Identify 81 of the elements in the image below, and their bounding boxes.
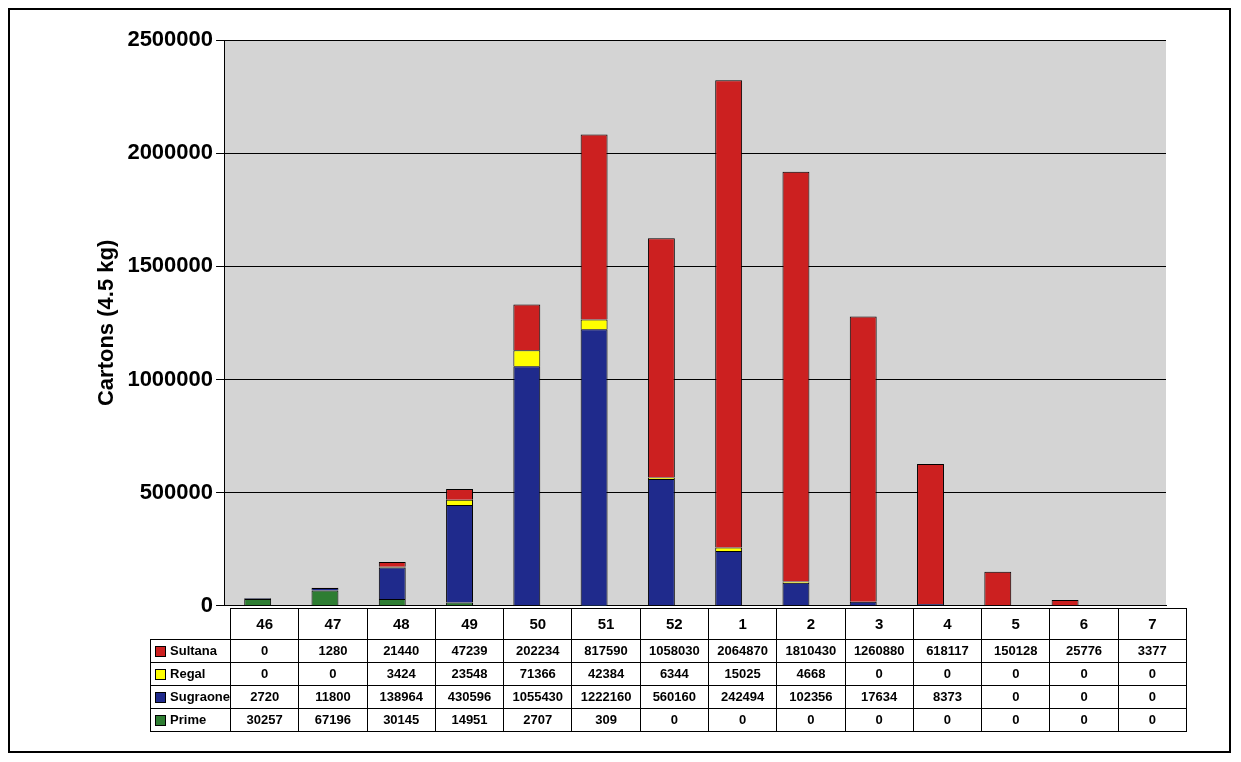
y-tick-label: 0 bbox=[200, 591, 214, 617]
data-label: 30145 bbox=[367, 708, 436, 732]
data-label: 618117 bbox=[913, 639, 982, 663]
data-label: 0 bbox=[845, 708, 914, 732]
data-label: 309 bbox=[571, 708, 641, 732]
x-tick-label: 5 bbox=[981, 608, 1050, 640]
data-label: 0 bbox=[1118, 662, 1187, 686]
data-label: 138964 bbox=[367, 685, 436, 709]
x-tick-label: 1 bbox=[708, 608, 777, 640]
data-label: 15025 bbox=[708, 662, 777, 686]
x-tick-label: 4 bbox=[913, 608, 982, 640]
legend-label: Sugraone bbox=[150, 685, 231, 709]
data-label: 102356 bbox=[776, 685, 846, 709]
data-label: 0 bbox=[913, 708, 982, 732]
x-tick-label: 48 bbox=[367, 608, 436, 640]
data-label: 0 bbox=[1049, 685, 1119, 709]
y-tick-label: 2000000 bbox=[127, 139, 214, 165]
data-label: 25776 bbox=[1049, 639, 1119, 663]
y-tick-label: 500000 bbox=[139, 478, 214, 504]
x-tick-label: 3 bbox=[845, 608, 914, 640]
data-label: 0 bbox=[981, 708, 1050, 732]
data-label: 1222160 bbox=[571, 685, 641, 709]
data-label: 1058030 bbox=[640, 639, 709, 663]
data-label: 0 bbox=[230, 662, 299, 686]
data-label: 202234 bbox=[503, 639, 572, 663]
data-label: 47239 bbox=[435, 639, 504, 663]
data-label: 14951 bbox=[435, 708, 504, 732]
data-label: 150128 bbox=[981, 639, 1050, 663]
data-label: 6344 bbox=[640, 662, 709, 686]
x-tick-label: 49 bbox=[435, 608, 504, 640]
data-label: 0 bbox=[845, 662, 914, 686]
data-label: 0 bbox=[981, 662, 1050, 686]
data-label: 0 bbox=[640, 708, 709, 732]
data-label: 242494 bbox=[708, 685, 777, 709]
data-label: 2720 bbox=[230, 685, 299, 709]
data-label: 17634 bbox=[845, 685, 914, 709]
data-label: 21440 bbox=[367, 639, 436, 663]
data-label: 23548 bbox=[435, 662, 504, 686]
data-label: 42384 bbox=[571, 662, 641, 686]
data-label: 430596 bbox=[435, 685, 504, 709]
data-label: 71366 bbox=[503, 662, 572, 686]
x-tick-label: 47 bbox=[298, 608, 368, 640]
x-tick-label: 50 bbox=[503, 608, 572, 640]
data-label: 0 bbox=[298, 662, 368, 686]
x-tick-label: 6 bbox=[1049, 608, 1119, 640]
data-label: 560160 bbox=[640, 685, 709, 709]
data-label: 0 bbox=[230, 639, 299, 663]
data-label: 0 bbox=[1118, 708, 1187, 732]
x-tick-label: 52 bbox=[640, 608, 709, 640]
data-label: 4668 bbox=[776, 662, 846, 686]
data-label: 0 bbox=[1049, 708, 1119, 732]
data-label: 1055430 bbox=[503, 685, 572, 709]
x-tick-label: 2 bbox=[776, 608, 846, 640]
x-tick-label: 51 bbox=[571, 608, 641, 640]
legend-label: Regal bbox=[150, 662, 231, 686]
data-label: 67196 bbox=[298, 708, 368, 732]
data-label: 0 bbox=[1049, 662, 1119, 686]
data-label: 11800 bbox=[298, 685, 368, 709]
data-label: 0 bbox=[776, 708, 846, 732]
data-label: 817590 bbox=[571, 639, 641, 663]
y-axis-title: Cartons (4.5 kg) bbox=[93, 239, 119, 407]
data-label: 1280 bbox=[298, 639, 368, 663]
data-label: 0 bbox=[1118, 685, 1187, 709]
data-label: 3377 bbox=[1118, 639, 1187, 663]
legend-label: Prime bbox=[150, 708, 231, 732]
data-label: 2064870 bbox=[708, 639, 777, 663]
data-label: 8373 bbox=[913, 685, 982, 709]
data-label: 1260880 bbox=[845, 639, 914, 663]
data-label: 0 bbox=[708, 708, 777, 732]
legend-label: Sultana bbox=[150, 639, 231, 663]
data-label: 2707 bbox=[503, 708, 572, 732]
data-label: 0 bbox=[913, 662, 982, 686]
y-tick-label: 2500000 bbox=[127, 26, 214, 52]
data-label: 0 bbox=[981, 685, 1050, 709]
data-label: 1810430 bbox=[776, 639, 846, 663]
x-tick-label: 46 bbox=[230, 608, 299, 640]
y-tick-label: 1500000 bbox=[127, 252, 214, 278]
x-tick-label: 7 bbox=[1118, 608, 1187, 640]
data-label: 30257 bbox=[230, 708, 299, 732]
y-tick-label: 1000000 bbox=[127, 365, 214, 391]
data-label: 3424 bbox=[367, 662, 436, 686]
